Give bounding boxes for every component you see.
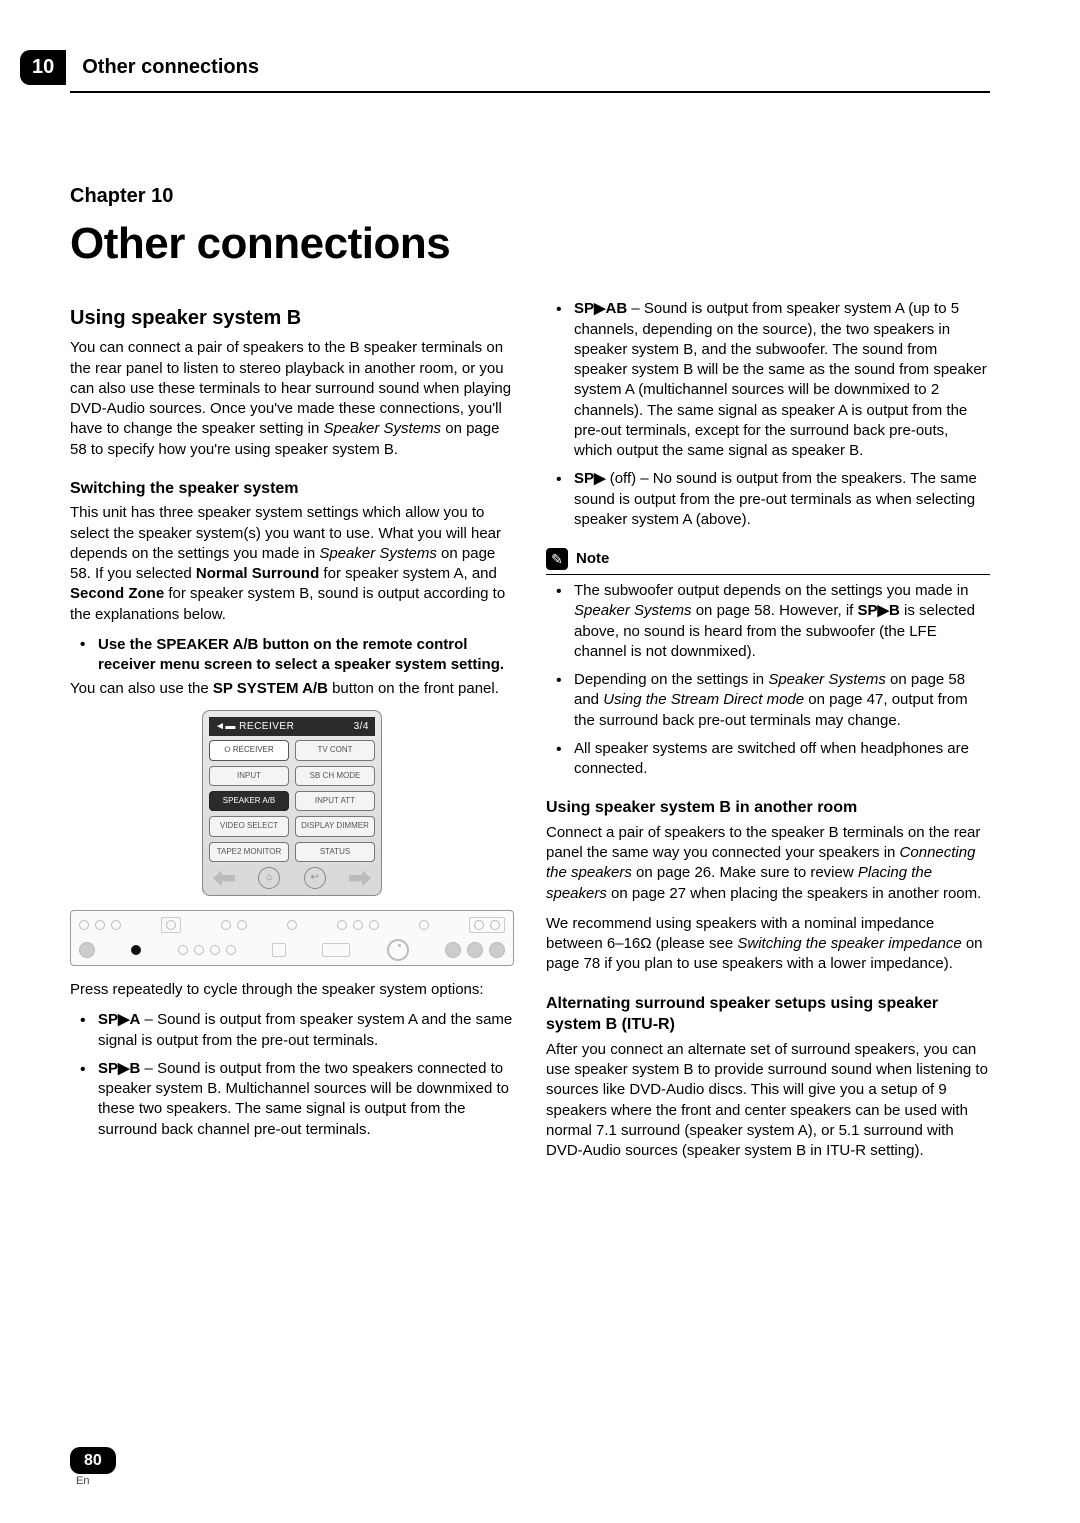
list-item: SP▶ (off) – No sound is output from the … (546, 469, 990, 530)
text: Depending on the settings in (574, 671, 768, 688)
bold: Normal Surround (196, 565, 319, 582)
em: Speaker Systems (768, 671, 886, 688)
text: – Sound is output from speaker system A … (574, 300, 987, 459)
text: – Sound is output from the two speakers … (98, 1060, 509, 1138)
remote-btn-speaker-ab: SPEAKER A/B (209, 791, 289, 811)
para-other-room-1: Connect a pair of speakers to the speake… (546, 823, 990, 904)
list-item: SP▶B – Sound is output from the two spea… (70, 1059, 514, 1140)
list-item: All speaker systems are switched off whe… (546, 739, 990, 780)
section-title: Other connections (82, 54, 259, 81)
remote-btn-tvcont: TV CONT (295, 740, 375, 760)
list-item: SP▶A – Sound is output from speaker syst… (70, 1010, 514, 1051)
para-using-b: You can connect a pair of speakers to th… (70, 338, 514, 460)
text: on page 27 when placing the speakers in … (607, 885, 981, 902)
remote-btn-input: INPUT (209, 766, 289, 786)
note-label: Note (576, 549, 609, 569)
para-press-repeatedly: Press repeatedly to cycle through the sp… (70, 980, 514, 1000)
home-icon: ⌂ (258, 867, 280, 889)
chapter-title: Other connections (70, 214, 990, 273)
page-header: 10 Other connections (70, 50, 990, 93)
heading-itu-r: Alternating surround speaker setups usin… (546, 993, 990, 1036)
remote-lcd: ◄▬ RECEIVER 3/4 (209, 717, 375, 737)
return-icon: ↩ (304, 867, 326, 889)
remote-btn-tape2: TAPE2 MONITOR (209, 842, 289, 862)
panel-sp-system-ab-button (131, 945, 141, 955)
remote-illustration: ◄▬ RECEIVER 3/4 ⭘ RECEIVER TV CONT INPUT… (70, 710, 514, 896)
instruction-speaker-ab: Use the SPEAKER A/B button on the remote… (70, 635, 514, 676)
two-column-layout: Using speaker system B You can connect a… (70, 299, 990, 1171)
bold: SP▶B (857, 602, 899, 619)
text: The subwoofer output depends on the sett… (574, 582, 968, 599)
page-number: 80 (70, 1447, 116, 1475)
list-item: SP▶AB – Sound is output from speaker sys… (546, 299, 990, 461)
heading-other-room: Using speaker system B in another room (546, 797, 990, 819)
para-other-room-2: We recommend using speakers with a nomin… (546, 914, 990, 975)
em: Switching the speaker impedance (737, 935, 961, 952)
option-sp-a: SP▶A (98, 1011, 140, 1028)
para-itu: After you connect an alternate set of su… (546, 1040, 990, 1162)
lcd-right: 3/4 (354, 720, 369, 734)
pencil-icon: ✎ (546, 548, 568, 570)
remote-btn-sbch: SB CH MODE (295, 766, 375, 786)
note-header: ✎ Note (546, 548, 990, 575)
em: Using the Stream Direct mode (603, 691, 804, 708)
em: Speaker Systems (574, 602, 692, 619)
speaker-options-list: SP▶A – Sound is output from speaker syst… (70, 1010, 514, 1140)
chapter-label: Chapter 10 (70, 183, 990, 210)
em-speaker-systems: Speaker Systems (324, 420, 442, 437)
para-switching: This unit has three speaker system setti… (70, 503, 514, 625)
text: You can also use the (70, 680, 213, 697)
text: on page 58. However, if (692, 602, 858, 619)
list-item: The subwoofer output depends on the sett… (546, 581, 990, 662)
page-footer: 80 En (70, 1447, 116, 1489)
panel-knob (79, 942, 95, 958)
arrow-right-icon (349, 870, 371, 886)
speaker-options-list-cont: SP▶AB – Sound is output from speaker sys… (546, 299, 990, 530)
text: – Sound is output from speaker system A … (98, 1011, 512, 1048)
remote-body: ◄▬ RECEIVER 3/4 ⭘ RECEIVER TV CONT INPUT… (202, 710, 382, 896)
lcd-left: ◄▬ RECEIVER (215, 720, 294, 734)
remote-btn-receiver: ⭘ RECEIVER (209, 740, 289, 760)
right-column: SP▶AB – Sound is output from speaker sys… (546, 299, 990, 1171)
note-list: The subwoofer output depends on the sett… (546, 581, 990, 779)
option-sp-ab: SP▶AB (574, 300, 627, 317)
bold: Second Zone (70, 585, 164, 602)
heading-switching: Switching the speaker system (70, 478, 514, 500)
text: button on the front panel. (328, 680, 499, 697)
remote-btn-status: STATUS (295, 842, 375, 862)
bold: SP SYSTEM A/B (213, 680, 328, 697)
remote-nav-row: ⌂ ↩ (209, 867, 375, 889)
em: Speaker Systems (319, 545, 437, 562)
option-sp-b: SP▶B (98, 1060, 140, 1077)
section-number: 10 (20, 50, 66, 85)
panel-jog-dial (387, 939, 409, 961)
front-panel-illustration (70, 910, 514, 966)
language-label: En (76, 1474, 116, 1489)
remote-btn-video-select: VIDEO SELECT (209, 816, 289, 836)
remote-btn-display-dimmer: DISPLAY DIMMER (295, 816, 375, 836)
heading-using-speaker-b: Using speaker system B (70, 305, 514, 332)
left-column: Using speaker system B You can connect a… (70, 299, 514, 1171)
text: for speaker system A, and (319, 565, 497, 582)
list-item: Depending on the settings in Speaker Sys… (546, 670, 990, 731)
text: (off) – No sound is output from the spea… (574, 470, 977, 528)
text: on page 26. Make sure to review (632, 864, 858, 881)
option-sp-off: SP▶ (574, 470, 606, 487)
para-front-panel: You can also use the SP SYSTEM A/B butto… (70, 679, 514, 699)
arrow-left-icon (213, 870, 235, 886)
remote-btn-inputatt: INPUT ATT (295, 791, 375, 811)
